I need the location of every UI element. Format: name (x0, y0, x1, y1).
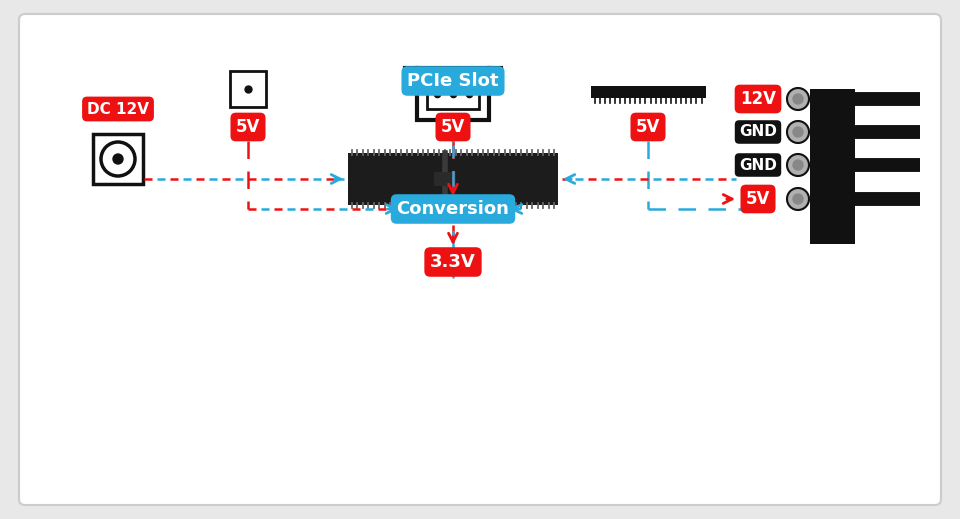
Bar (427, 79, 479, 109)
Bar (230, 71, 266, 107)
FancyBboxPatch shape (19, 14, 941, 505)
Circle shape (787, 121, 809, 143)
Bar (489, 68, 501, 78)
Text: PCIe Slot: PCIe Slot (407, 72, 499, 90)
Bar (348, 153, 558, 205)
Bar (417, 68, 489, 120)
Bar (93, 134, 143, 184)
Circle shape (787, 88, 809, 110)
Circle shape (787, 188, 809, 210)
Text: 5V: 5V (636, 118, 660, 136)
Text: Conversion: Conversion (396, 200, 510, 218)
Circle shape (793, 160, 803, 170)
Circle shape (113, 154, 123, 164)
Text: 5V: 5V (441, 118, 466, 136)
Text: DC 12V: DC 12V (87, 102, 149, 116)
Circle shape (787, 154, 809, 176)
Bar (405, 68, 417, 78)
Circle shape (793, 194, 803, 204)
Bar (810, 89, 855, 244)
Circle shape (793, 94, 803, 104)
Bar (590, 86, 706, 98)
Circle shape (793, 127, 803, 137)
Text: 5V: 5V (236, 118, 260, 136)
Text: GND: GND (739, 125, 777, 140)
Text: 12V: 12V (740, 90, 776, 108)
Text: 5V: 5V (746, 190, 770, 208)
Text: GND: GND (739, 157, 777, 172)
Text: 3.3V: 3.3V (430, 253, 476, 271)
